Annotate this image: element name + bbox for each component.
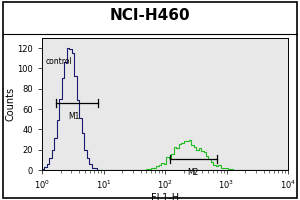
- Text: NCI-H460: NCI-H460: [110, 8, 190, 23]
- Text: M1: M1: [68, 112, 80, 121]
- X-axis label: FL1-H: FL1-H: [151, 193, 179, 200]
- Text: control: control: [46, 57, 73, 66]
- Text: M2: M2: [188, 168, 199, 177]
- Y-axis label: Counts: Counts: [6, 87, 16, 121]
